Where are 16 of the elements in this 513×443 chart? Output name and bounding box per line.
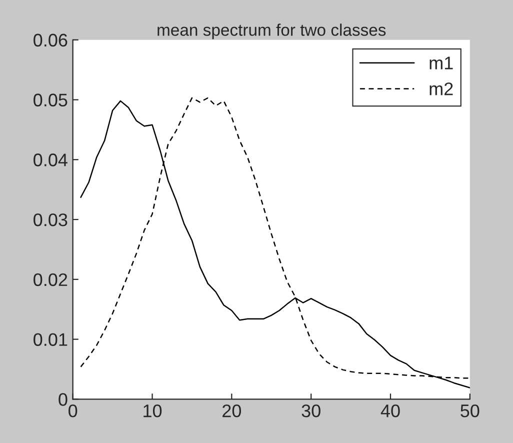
y-tick-label: 0 — [58, 393, 68, 406]
y-tick-label: 0.04 — [34, 154, 68, 166]
y-tick-label: 0.01 — [34, 333, 68, 346]
legend-label: m1 — [430, 56, 453, 70]
y-tick-label: 0.02 — [34, 273, 68, 286]
x-tick-label: 30 — [302, 404, 320, 418]
x-tick-label: 10 — [144, 404, 162, 418]
x-tick-label: 50 — [460, 404, 480, 418]
x-tick-label: 40 — [380, 404, 400, 418]
chart-title: mean spectrum for two classes — [158, 24, 386, 40]
y-tick-label: 0.06 — [34, 34, 68, 47]
y-tick-label: 0.03 — [34, 213, 68, 226]
legend-label: m2 — [430, 82, 453, 96]
x-tick-label: 20 — [222, 404, 242, 418]
y-tick-label: 0.05 — [34, 94, 68, 106]
x-tick-label: 0 — [68, 404, 78, 418]
